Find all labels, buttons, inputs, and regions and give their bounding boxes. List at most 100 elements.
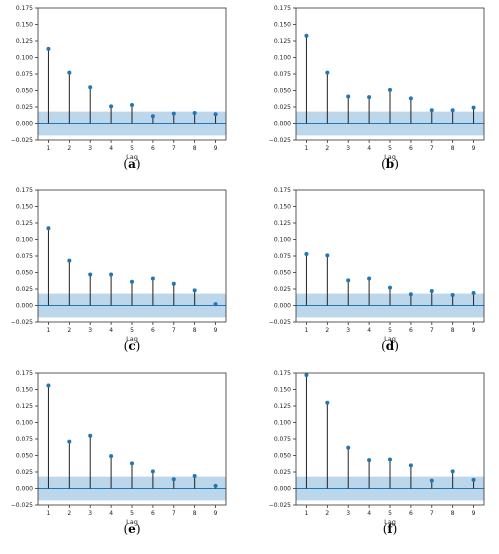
x-axis-label: Lag <box>384 153 396 161</box>
marker-lag-5 <box>388 457 392 462</box>
marker-lag-8 <box>450 108 455 113</box>
marker-lag-6 <box>408 463 413 468</box>
marker-lag-1 <box>304 372 309 377</box>
panel-label: (a) <box>123 157 140 171</box>
y-tick-label: 0.075 <box>16 436 33 443</box>
x-tick-label: 4 <box>109 145 113 152</box>
marker-lag-1 <box>46 226 51 231</box>
y-tick-label: 0.150 <box>274 204 291 211</box>
y-tick-label: 0.125 <box>274 38 291 45</box>
acf-panel-c: −0.025 0.000 0.025 0.050 0.075 0.100 0.125 0.15… <box>11 187 227 353</box>
marker-lag-3 <box>88 433 93 438</box>
marker-lag-9 <box>471 105 476 110</box>
y-tick-label: 0.000 <box>16 121 33 128</box>
marker-lag-8 <box>450 292 455 297</box>
marker-lag-3 <box>88 272 93 277</box>
marker-lag-9 <box>213 483 218 488</box>
marker-lag-6 <box>408 96 413 101</box>
x-tick-label: 5 <box>388 145 392 152</box>
marker-lag-3 <box>88 85 93 90</box>
marker-lag-7 <box>429 478 434 483</box>
marker-lag-3 <box>346 278 351 283</box>
y-tick-label: 0.150 <box>274 22 291 29</box>
x-tick-label: 1 <box>47 145 51 152</box>
marker-lag-8 <box>192 473 197 478</box>
marker-lag-4 <box>109 104 114 109</box>
x-axis-label: Lag <box>126 335 138 343</box>
marker-lag-2 <box>325 70 330 75</box>
x-tick-label: 9 <box>214 327 218 334</box>
y-tick-label: 0.050 <box>274 270 291 277</box>
x-tick-label: 4 <box>109 327 113 334</box>
x-tick-label: 2 <box>325 510 329 517</box>
y-tick-label: −0.025 <box>269 319 291 326</box>
y-tick-label: 0.025 <box>274 104 291 111</box>
marker-lag-7 <box>429 108 434 113</box>
x-tick-label: 7 <box>172 145 176 152</box>
y-tick-label: 0.150 <box>274 387 291 394</box>
x-tick-label: 5 <box>130 145 134 152</box>
y-tick-label: 0.075 <box>16 71 33 78</box>
y-tick-label: 0.175 <box>16 187 33 194</box>
y-tick-label: −0.025 <box>269 502 291 509</box>
x-tick-label: 3 <box>88 510 92 517</box>
marker-lag-1 <box>46 46 51 51</box>
acf-panel-a: −0.025 0.000 0.025 0.050 0.075 0.100 0.125 0.15… <box>11 5 227 171</box>
marker-lag-6 <box>150 276 155 281</box>
y-tick-label: 0.175 <box>274 5 291 12</box>
y-tick-label: 0.150 <box>16 204 33 211</box>
x-tick-label: 1 <box>305 327 309 334</box>
y-tick-label: 0.125 <box>274 403 291 410</box>
y-tick-label: 0.125 <box>16 220 33 227</box>
y-tick-label: 0.175 <box>16 5 33 12</box>
y-tick-label: 0.000 <box>16 303 33 310</box>
y-tick-label: 0.025 <box>16 469 33 476</box>
marker-lag-2 <box>67 258 72 263</box>
y-tick-label: 0.025 <box>16 286 33 293</box>
x-tick-label: 1 <box>305 510 309 517</box>
y-tick-label: 0.100 <box>274 420 291 427</box>
acf-panel-d: −0.025 0.000 0.025 0.050 0.075 0.100 0.125 0.15… <box>269 187 485 353</box>
x-axis-label: Lag <box>126 518 138 526</box>
y-tick-label: 0.050 <box>274 453 291 460</box>
marker-lag-8 <box>450 469 455 474</box>
marker-lag-6 <box>150 469 155 474</box>
y-tick-label: 0.100 <box>274 55 291 62</box>
marker-lag-7 <box>171 281 176 286</box>
x-tick-label: 8 <box>193 510 197 517</box>
y-tick-label: 0.025 <box>274 469 291 476</box>
x-tick-label: 7 <box>430 510 434 517</box>
y-tick-label: −0.025 <box>11 137 33 144</box>
x-tick-label: 9 <box>214 510 218 517</box>
x-tick-label: 4 <box>367 145 371 152</box>
y-tick-label: 0.100 <box>274 237 291 244</box>
marker-lag-5 <box>388 87 392 92</box>
x-tick-label: 3 <box>346 327 350 334</box>
x-tick-label: 5 <box>388 510 392 517</box>
x-tick-label: 8 <box>451 327 455 334</box>
y-tick-label: −0.025 <box>11 319 33 326</box>
x-tick-label: 2 <box>67 510 71 517</box>
x-tick-label: 6 <box>409 510 413 517</box>
marker-lag-8 <box>192 288 197 293</box>
x-tick-label: 9 <box>472 510 476 517</box>
x-tick-label: 3 <box>346 510 350 517</box>
x-tick-label: 5 <box>130 327 134 334</box>
y-tick-label: 0.050 <box>16 270 33 277</box>
y-tick-label: 0.025 <box>274 286 291 293</box>
x-axis-label: Lag <box>126 153 138 161</box>
panel-label: (b) <box>381 157 399 171</box>
x-tick-label: 6 <box>151 145 155 152</box>
marker-lag-5 <box>130 461 134 466</box>
x-tick-label: 3 <box>346 145 350 152</box>
panel-label: (c) <box>124 339 141 353</box>
y-tick-label: 0.175 <box>274 370 291 377</box>
x-tick-label: 9 <box>214 145 218 152</box>
marker-lag-5 <box>388 285 392 290</box>
x-tick-label: 5 <box>130 510 134 517</box>
x-tick-label: 4 <box>367 510 371 517</box>
marker-lag-7 <box>429 288 434 293</box>
marker-lag-4 <box>367 95 372 100</box>
marker-lag-1 <box>304 33 309 38</box>
